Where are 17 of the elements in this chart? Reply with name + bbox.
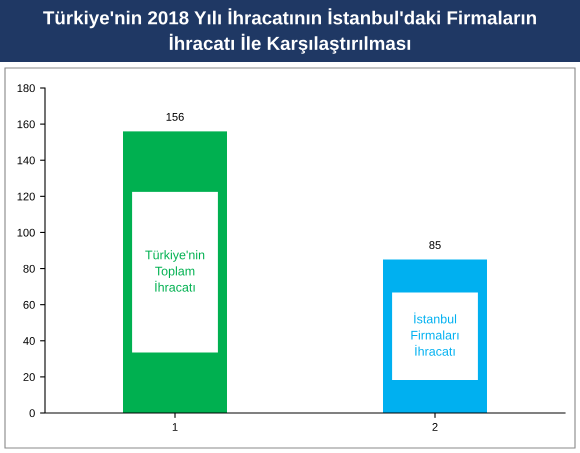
annotation: Türkiye'nin Toplam İhracatı bbox=[145, 250, 204, 292]
chart-title: Türkiye'nin 2018 Yılı İhracatının İstanbul'daki Firmaların İhracatı İle Karşılaştırılması bbox=[43, 8, 536, 54]
y-tick-label: 0 bbox=[30, 409, 35, 418]
y-tick-label: 100 bbox=[18, 228, 35, 237]
y-tick-label: 180 bbox=[18, 84, 35, 92]
y-tick-label: 120 bbox=[18, 192, 35, 200]
y-tick-label: 40 bbox=[23, 337, 35, 345]
y-tick-label: 160 bbox=[18, 120, 35, 128]
x-tick-label: 1 bbox=[172, 423, 178, 431]
annotation: İstanbul Firmaları İhracatı bbox=[411, 312, 458, 356]
y-tick-label: 80 bbox=[23, 264, 35, 273]
y-tick-label: 20 bbox=[23, 373, 35, 382]
y-tick-label: 140 bbox=[18, 156, 35, 164]
x-tick-label: 2 bbox=[432, 423, 438, 431]
data-label: 156 bbox=[166, 112, 184, 121]
data-label: 85 bbox=[429, 241, 441, 249]
y-tick-label: 60 bbox=[23, 300, 35, 309]
